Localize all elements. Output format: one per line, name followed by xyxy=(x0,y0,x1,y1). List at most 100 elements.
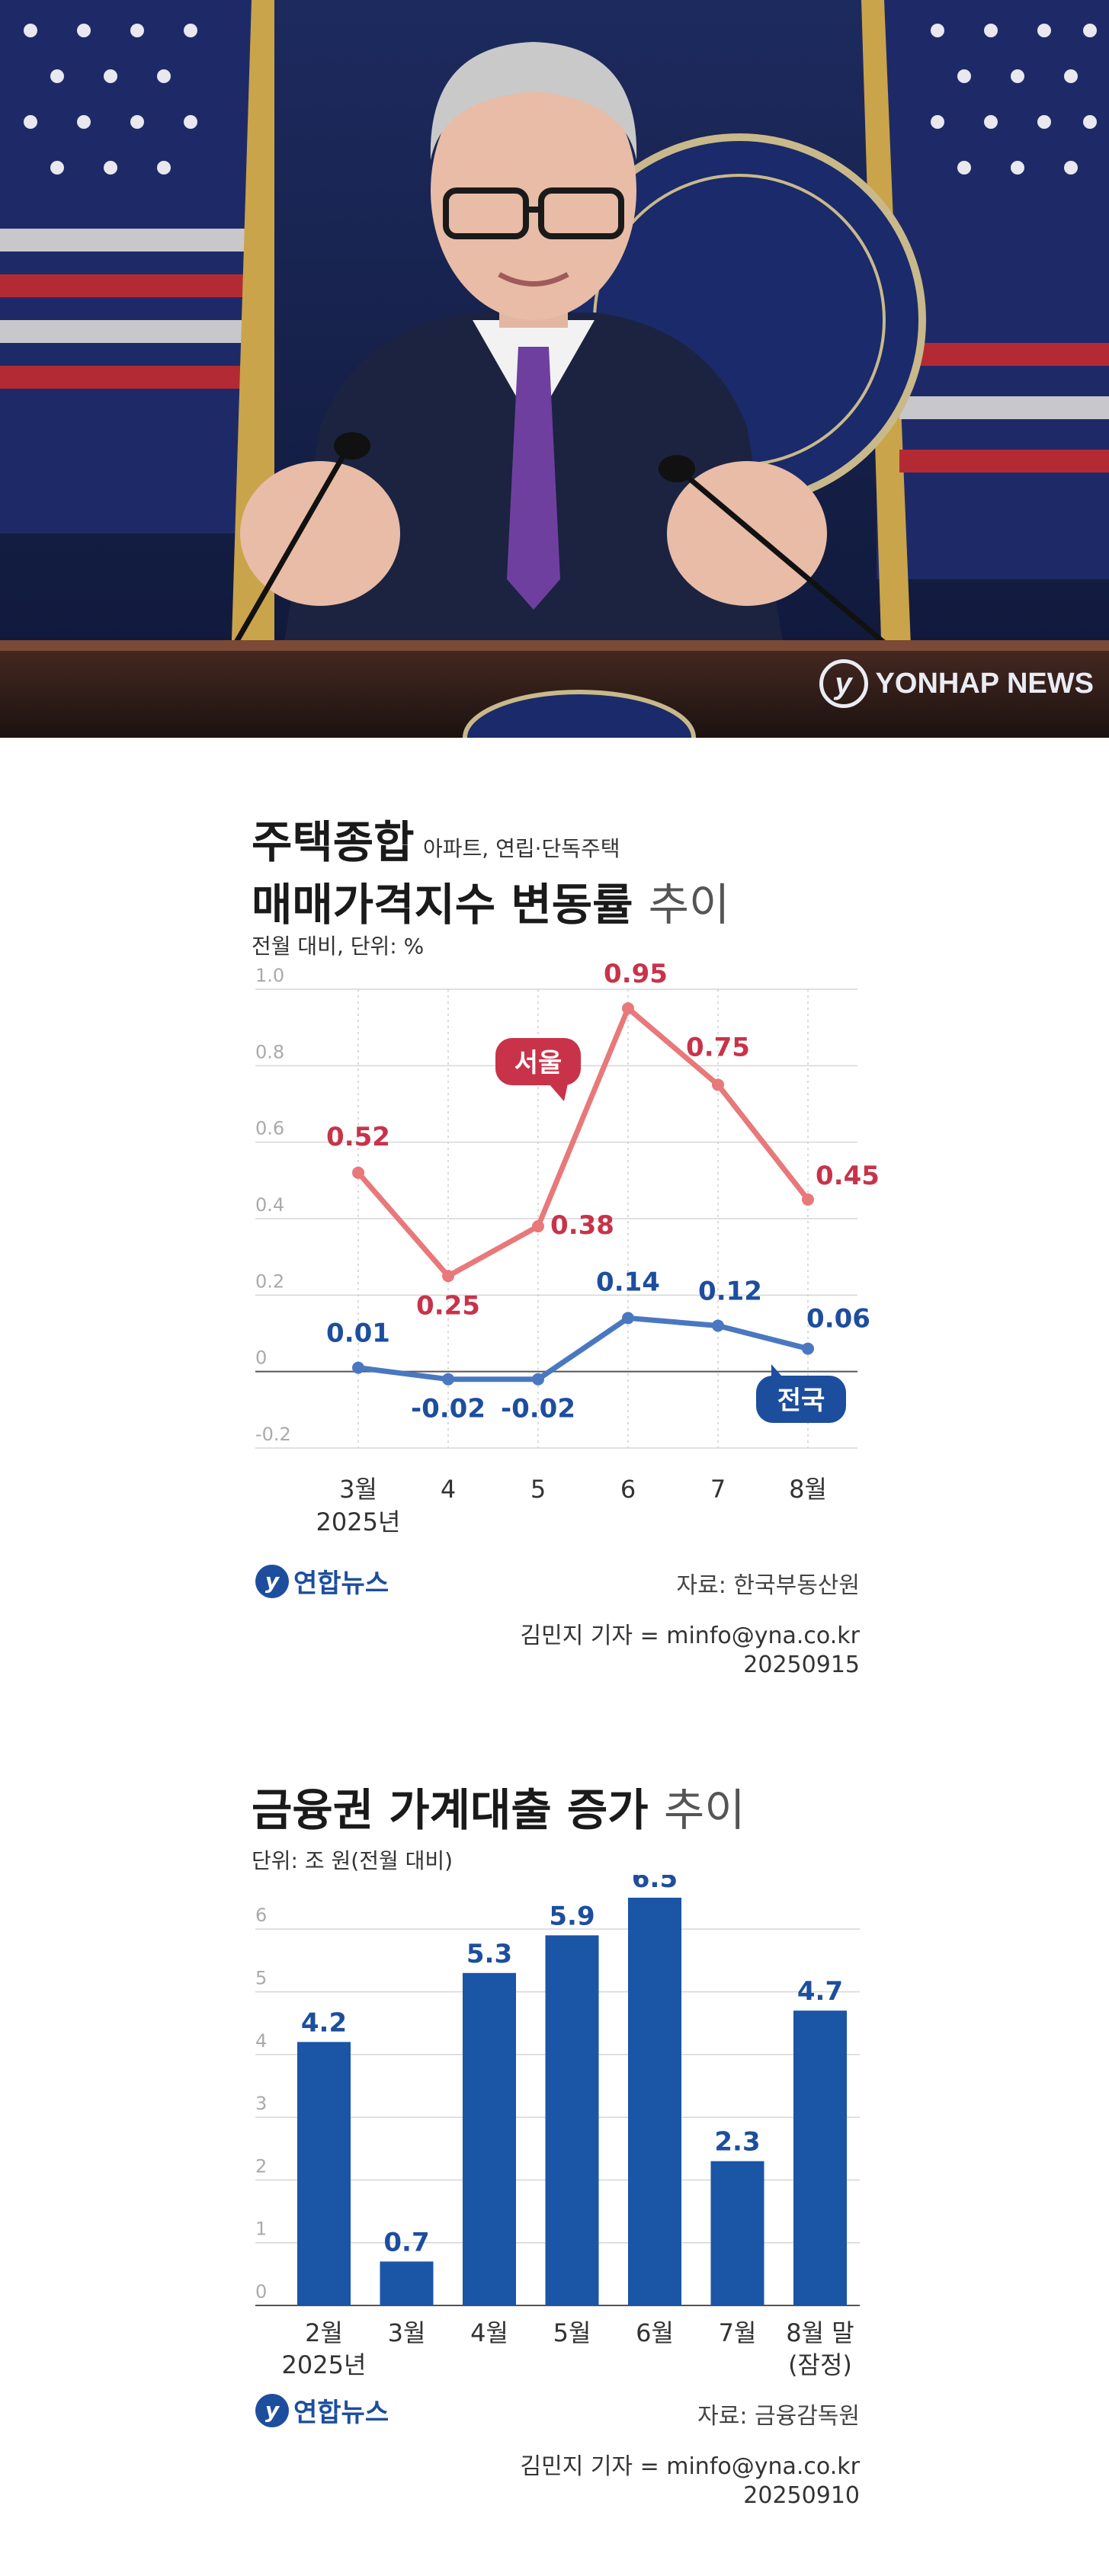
x-tick-label: 8월 말 xyxy=(786,2318,854,2347)
chart1-logo-text: 연합뉴스 xyxy=(293,1568,389,1599)
press-conference-photo xyxy=(0,0,1109,738)
bar xyxy=(710,2161,764,2305)
data-label: 5.3 xyxy=(466,1939,512,1969)
flag-left xyxy=(0,0,274,738)
bar xyxy=(380,2261,434,2305)
y-tick-label: 3 xyxy=(255,2093,267,2114)
bar-chart: 6 5 4 3 2 1 0 4.2 2월 2025년 0.7 3월 5.3 4월 5.9 5월 6.5 6월 2.3… xyxy=(255,1875,860,2379)
y-tick-label: 0 xyxy=(255,1347,267,1369)
bar xyxy=(628,1898,681,2305)
bar xyxy=(463,1972,516,2305)
data-label: 0.7 xyxy=(383,2227,429,2257)
yonhap-watermark: y YONHAP NEWS xyxy=(819,659,1094,708)
data-label: 4.2 xyxy=(301,2007,347,2038)
watermark-text: YONHAP NEWS xyxy=(875,667,1094,700)
y-tick-label: 0.6 xyxy=(255,1118,284,1139)
chart2-unit: 단위: 조 원(전월 대비) xyxy=(252,1848,454,1873)
data-point xyxy=(442,1373,454,1386)
tag-bg xyxy=(495,1038,581,1085)
x-tick-label: 7월 xyxy=(719,2318,757,2347)
y-tick-label: 2 xyxy=(255,2155,267,2177)
chart1-credit-date: 20250915 xyxy=(743,1652,860,1678)
y-tick-label: 6 xyxy=(255,1905,267,1926)
data-label: 0.25 xyxy=(416,1290,480,1321)
data-point xyxy=(712,1078,724,1091)
data-label: 2.3 xyxy=(714,2127,760,2158)
data-label: 4.7 xyxy=(797,1976,843,2007)
chart2-credit-reporter: 김민지 기자 = minfo@yna.co.kr xyxy=(520,2453,861,2480)
chart1-source: 자료: 한국부동산원 xyxy=(676,1572,860,1599)
y-tick-label: 4 xyxy=(255,2030,267,2052)
x-tick-label: 5월 xyxy=(553,2318,591,2347)
speaker xyxy=(226,42,902,658)
chart2-title: 금융권 가계대출 증가 추이 xyxy=(252,1774,745,1838)
chart2-source: 자료: 금융감독원 xyxy=(697,2403,860,2430)
y-tick-label: 0.4 xyxy=(255,1194,284,1216)
yonhap-logo-icon: y xyxy=(255,2393,289,2427)
chart2-title-bold: 금융권 가계대출 증가 xyxy=(252,1784,649,1836)
data-label: -0.02 xyxy=(501,1394,575,1424)
news-photo: y YONHAP NEWS xyxy=(0,0,1109,738)
chart1-unit: 전월 대비, 단위: % xyxy=(252,934,425,959)
data-label: 0.52 xyxy=(326,1122,390,1152)
y-tick-label: 1 xyxy=(255,2219,267,2240)
chart1-title-bold: 매매가격지수 변동률 xyxy=(252,879,633,931)
x-tick-label: 5 xyxy=(530,1475,546,1504)
x-tick-label: 4 xyxy=(441,1475,456,1504)
chart1-logo: y 연합뉴스 xyxy=(255,1562,389,1600)
data-label: 6.5 xyxy=(632,1875,678,1894)
series-line-전국 xyxy=(357,1315,809,1383)
chart1-credit: 김민지 기자 = minfo@yna.co.kr 20250915 xyxy=(521,1622,861,1680)
data-label: 0.06 xyxy=(806,1304,870,1334)
tag-pointer xyxy=(549,1084,568,1101)
data-label: 0.38 xyxy=(550,1210,614,1241)
chart2-logo: y 연합뉴스 xyxy=(255,2392,389,2429)
chart2-title-light: 추이 xyxy=(663,1784,745,1836)
x-tick-label: 8월 xyxy=(789,1475,827,1504)
chart2-credit-date: 20250910 xyxy=(743,2482,860,2509)
data-label: 0.01 xyxy=(326,1318,390,1349)
data-point xyxy=(532,1220,544,1233)
tag-bg xyxy=(756,1376,846,1423)
y-tick-label: -0.2 xyxy=(255,1424,291,1445)
data-point xyxy=(442,1270,454,1283)
data-label: 0.95 xyxy=(604,960,668,989)
data-point xyxy=(622,1002,634,1015)
chart1-credit-reporter: 김민지 기자 = minfo@yna.co.kr xyxy=(520,1623,861,1649)
yonhap-logo-icon: y xyxy=(819,659,868,708)
x-tick-label: 6월 xyxy=(636,2318,674,2347)
data-point xyxy=(352,1361,364,1374)
tag-text: 서울 xyxy=(514,1048,563,1078)
y-tick-label: 1.0 xyxy=(255,965,284,986)
data-label: 0.75 xyxy=(686,1032,750,1062)
y-tick-label: 0.8 xyxy=(255,1041,284,1062)
chart1-title-sub: 아파트, 연립·단독주택 xyxy=(423,836,620,861)
x-tick-label: 2월 xyxy=(305,2318,343,2347)
year-label: 2025년 xyxy=(316,1507,401,1536)
x-tick-sublabel: (잠정) xyxy=(788,2350,852,2379)
series-line-서울 xyxy=(356,1005,810,1279)
data-point xyxy=(802,1342,814,1355)
y-tick-label: 5 xyxy=(255,1967,267,1988)
x-tick-sublabel: 2025년 xyxy=(282,2350,367,2379)
line-chart: 1.0 0.8 0.6 0.4 0.2 0 -0.2 3월 4 5 6 7 8월 2025년 0.52 0.2… xyxy=(255,960,880,1536)
chart1-title-light: 추이 xyxy=(648,879,730,931)
x-tick-label: 6 xyxy=(620,1475,636,1504)
x-tick-label: 3월 xyxy=(339,1475,377,1504)
bar xyxy=(545,1935,599,2305)
data-label: 0.12 xyxy=(698,1276,762,1306)
chart1-title-main: 주택종합 xyxy=(252,816,415,868)
chart2-logo-text: 연합뉴스 xyxy=(293,2398,389,2428)
series-tag-national: 전국 xyxy=(756,1364,846,1423)
series-tag-seoul: 서울 xyxy=(495,1038,581,1101)
bar xyxy=(793,2010,847,2305)
data-point xyxy=(532,1373,544,1386)
data-label: 0.14 xyxy=(596,1267,660,1297)
chart2-credit: 김민지 기자 = minfo@yna.co.kr 20250910 xyxy=(521,2453,861,2510)
tag-text: 전국 xyxy=(777,1386,825,1416)
y-tick-label: 0.2 xyxy=(255,1270,284,1292)
data-point xyxy=(802,1193,814,1206)
x-tick-label: 3월 xyxy=(388,2318,426,2347)
data-point xyxy=(712,1319,724,1332)
x-tick-label: 4월 xyxy=(470,2318,508,2347)
